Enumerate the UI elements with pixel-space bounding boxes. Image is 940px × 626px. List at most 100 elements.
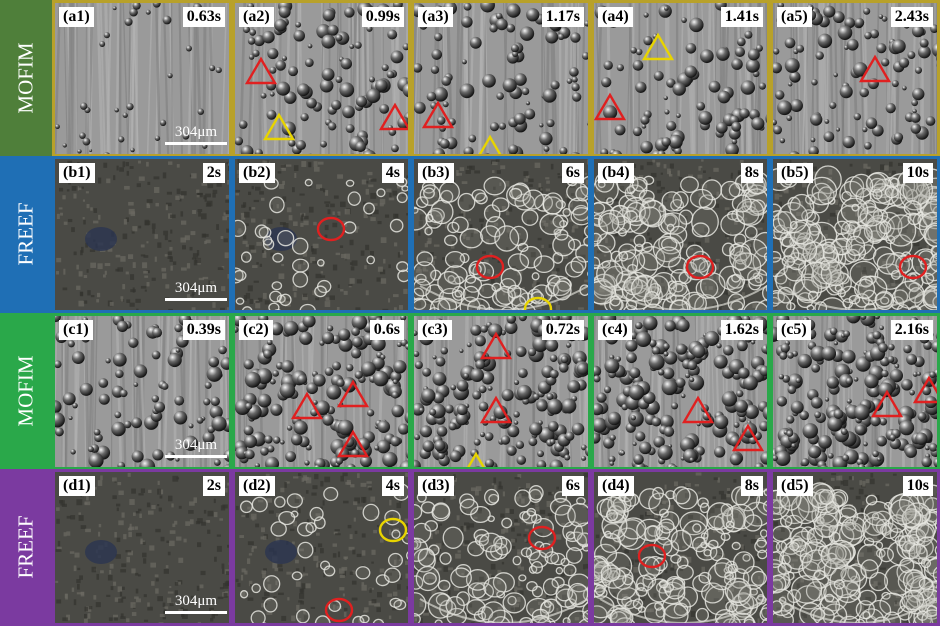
panel-label: (a2) [239,7,274,27]
method-side-label: FREEF [0,469,52,626]
time-stamp: 2s [203,163,225,183]
time-stamp: 6s [562,163,584,183]
method-name: FREEF [14,202,39,265]
red-triangle-marker [479,331,513,361]
scale-bar: 304μm [165,280,227,301]
red-circle-marker [322,595,356,625]
red-triangle-marker [244,56,278,86]
panel-label: (a5) [777,7,812,27]
micrograph-panel: (c3) 0.72s [411,313,591,470]
time-stamp: 1.41s [721,7,763,27]
method-name: MOFIM [14,355,39,426]
micrograph-panel: (c2) 0.6s [232,313,411,470]
scale-bar: 304μm [165,593,227,614]
panel-label: (b1) [59,163,95,183]
time-stamp: 10s [903,476,933,496]
panel-label: (d4) [598,476,634,496]
red-circle-marker [525,523,559,553]
yellow-circle-marker [376,515,410,545]
red-circle-marker [473,252,507,282]
time-stamp: 0.99s [362,7,404,27]
micrograph-panel: (a4) 1.41s [591,0,770,157]
time-stamp: 0.6s [370,320,404,340]
red-triangle-marker [731,423,765,453]
micrograph-panel: (a5) 2.43s [770,0,940,157]
micrograph-panel: (b1) 2s 304μm [52,156,232,313]
red-circle-marker [314,214,348,244]
panel-label: (d3) [418,476,454,496]
panel-label: (c3) [418,320,452,340]
micrograph-panel: (b2) 4s [232,156,411,313]
red-circle-marker [635,541,669,571]
time-stamp: 0.63s [183,7,225,27]
scale-bar-label: 304μm [165,124,227,140]
yellow-triangle-marker [473,134,507,157]
method-side-label: FREEF [0,156,52,313]
red-triangle-marker [336,379,370,409]
time-stamp: 1.62s [721,320,763,340]
micrograph-panel: (c5) 2.16s [770,313,940,470]
red-triangle-marker [290,391,324,421]
method-name: FREEF [14,515,39,578]
red-triangle-marker [593,92,627,122]
time-stamp: 0.39s [183,320,225,340]
panel-label: (d1) [59,476,95,496]
panel-label: (c2) [239,320,273,340]
time-stamp: 2.16s [891,320,933,340]
scale-bar-label: 304μm [165,593,227,609]
time-stamp: 1.17s [542,7,584,27]
micrograph-panel: (d3)6s [411,469,591,626]
red-triangle-marker [912,375,940,405]
panel-label: (b2) [239,163,275,183]
red-circle-marker [683,252,717,282]
scale-bar-line [165,142,227,145]
micrograph-panel: (b4) 8s [591,156,770,313]
micrograph-panel: (a3) 1.17s [411,0,591,157]
panel-label: (d2) [239,476,275,496]
scale-bar: 304μm [165,124,227,145]
time-stamp: 8s [741,476,763,496]
yellow-circle-marker [521,294,555,313]
red-triangle-marker [870,389,904,419]
panel-label: (b4) [598,163,634,183]
panel-label: (c5) [777,320,811,340]
time-stamp: 4s [382,163,404,183]
yellow-triangle-marker [262,112,296,142]
time-stamp: 2s [203,476,225,496]
panel-label: (c4) [598,320,632,340]
scale-bar-line [165,455,227,458]
micrograph-panel: (d5) 10s [770,469,940,626]
yellow-triangle-marker [641,32,675,62]
micrograph-panel: (b5) 10s [770,156,940,313]
micrograph-panel: (d4) 8s [591,469,770,626]
figure-row-4: FREEF (d1) 2s 304μm (d2) 4s (d3)6s (d4) 8s (d5) 10… [0,469,940,626]
red-triangle-marker [336,429,370,459]
yellow-triangle-marker [459,451,493,470]
red-triangle-marker [681,395,715,425]
time-stamp: 2.43s [891,7,933,27]
micrograph-panel: (b3) 6s [411,156,591,313]
panel-label: (d5) [777,476,813,496]
scale-bar-label: 304μm [165,437,227,453]
panel-label: (a4) [598,7,633,27]
micrograph-panel: (d1) 2s 304μm [52,469,232,626]
scale-bar-line [165,611,227,614]
time-stamp: 10s [903,163,933,183]
red-circle-marker [896,252,930,282]
time-stamp: 4s [382,476,404,496]
red-triangle-marker [378,102,411,132]
micrograph-panel: (c4) 1.62s [591,313,770,470]
red-triangle-marker [858,54,892,84]
figure-row-2: FREEF (b1) 2s 304μm (b2) 4s (b3) 6s (b4) 8s (b5) 10… [0,156,940,313]
panel-label: (b3) [418,163,454,183]
panel-label: (a3) [418,7,453,27]
time-stamp: 8s [741,163,763,183]
red-triangle-marker [479,395,513,425]
time-stamp: 0.72s [542,320,584,340]
panel-label: (b5) [777,163,813,183]
red-triangle-marker [421,100,455,130]
